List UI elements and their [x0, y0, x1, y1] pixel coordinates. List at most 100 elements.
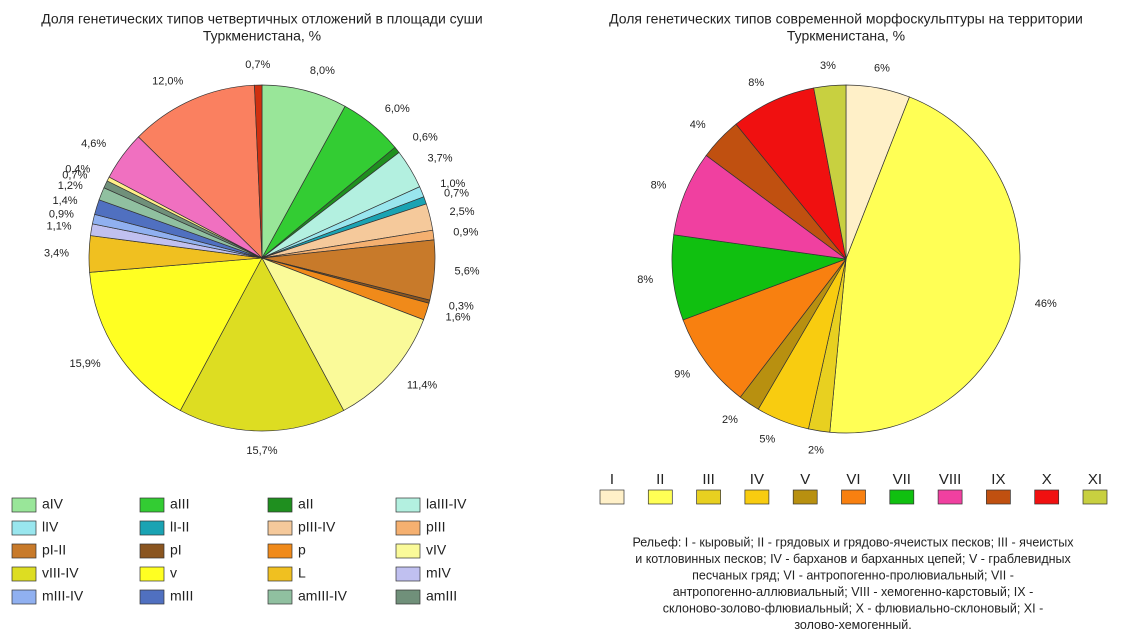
data-label: 0,7% [62, 170, 87, 182]
data-label: 4% [690, 119, 706, 131]
legend-label: pI-II [42, 542, 66, 558]
data-label: 2% [808, 445, 824, 457]
legend-swatch [986, 489, 1011, 505]
legend-label: XI [1088, 471, 1102, 488]
data-label: 6% [874, 62, 890, 74]
legend-label: vIII-IV [42, 565, 79, 581]
data-label: 5,6% [455, 265, 480, 277]
legend-label: VIII [939, 471, 962, 488]
legend-swatch [696, 489, 721, 505]
legend-swatch [1082, 489, 1108, 505]
data-label: 1,0% [440, 178, 465, 190]
legend-swatch [744, 489, 770, 505]
data-label: 8% [651, 179, 667, 191]
pie-slice [137, 84, 263, 259]
data-label: 1,1% [47, 220, 72, 232]
pie-slice [682, 258, 848, 398]
legend-swatch [841, 489, 866, 505]
data-label: 1,4% [52, 195, 77, 207]
legend-label: mIII-IV [42, 588, 84, 604]
legend-swatch [395, 497, 421, 513]
legend-swatch [395, 589, 421, 605]
data-label: 3% [820, 60, 836, 72]
legend-swatch [11, 566, 37, 582]
legend-swatch [889, 489, 915, 505]
legend-label: aIII [170, 496, 189, 512]
legend-label: aII [298, 496, 314, 512]
legend-swatch [267, 497, 293, 513]
legend-swatch [267, 520, 293, 536]
legend-swatch [139, 497, 165, 513]
data-label: 9% [674, 368, 690, 380]
legend-label: I [610, 471, 614, 488]
legend-swatch [11, 543, 37, 559]
legend-swatch [395, 566, 421, 582]
data-label: 8,0% [310, 65, 335, 77]
chart-title: Доля генетических типов четвертичных отл… [41, 11, 482, 27]
data-label: 12,0% [152, 76, 183, 88]
note-line: и котловинных песков; IV - барханов и ба… [635, 552, 1071, 566]
data-label: 2,5% [449, 206, 474, 218]
data-label: 46% [1035, 298, 1057, 310]
data-label: 0,9% [453, 226, 478, 238]
legend-swatch [139, 543, 165, 559]
legend-label: vIV [426, 542, 447, 558]
legend-label: aIV [42, 496, 64, 512]
pie-slice [813, 84, 847, 260]
data-label: 5% [759, 434, 775, 446]
legend-swatch [267, 543, 293, 559]
pie-slice [254, 84, 263, 259]
legend-swatch [267, 566, 293, 582]
legend-label: IV [750, 471, 764, 488]
data-label: 11,4% [407, 379, 438, 391]
note-line: антропогенно-аллювиальный; VIII - хемоге… [673, 585, 1034, 599]
legend-label: VI [846, 471, 860, 488]
legend-swatch [139, 520, 165, 536]
data-label: 0,9% [49, 208, 74, 220]
legend-label: V [800, 471, 810, 488]
legend-swatch [139, 589, 165, 605]
legend-label: VII [893, 471, 911, 488]
data-label: 1,2% [58, 180, 83, 192]
note-line: склоново-золово-флювиальный; X - флювиал… [663, 601, 1043, 615]
legend-label: lI-II [170, 519, 189, 535]
legend-swatch [395, 520, 421, 536]
legend-swatch [11, 497, 37, 513]
note-line: Рельеф: I - кыровый; II - грядовых и гря… [632, 535, 1074, 549]
legend-label: IX [991, 471, 1005, 488]
pie-slice [179, 257, 345, 432]
data-label: 8% [637, 274, 653, 286]
legend-label: III [702, 471, 715, 488]
data-label: 3,7% [428, 153, 453, 165]
pie-slice [89, 257, 263, 411]
legend-label: p [298, 542, 306, 558]
chart-title: Туркменистана, % [787, 28, 905, 44]
legend-swatch [267, 589, 293, 605]
legend-label: laIII-IV [426, 496, 467, 512]
legend-swatch [11, 589, 37, 605]
data-label: 8% [748, 77, 764, 89]
legend-swatch [1034, 489, 1060, 505]
data-label: 0,6% [413, 131, 438, 143]
data-label: 0,7% [444, 188, 469, 200]
data-label: 1,6% [446, 312, 471, 324]
data-label: 0,3% [449, 301, 474, 313]
legend-label: v [170, 565, 177, 581]
pie-slice [261, 257, 425, 411]
legend-swatch [937, 489, 963, 505]
data-label: 6,0% [385, 103, 410, 115]
legend-swatch [599, 489, 625, 505]
legend-label: L [298, 565, 306, 581]
legend-label: X [1042, 471, 1052, 488]
legend-label: amIII [426, 588, 457, 604]
legend-label: lIV [42, 519, 59, 535]
legend-swatch [11, 520, 37, 536]
data-label: 2% [722, 414, 738, 426]
legend-label: mIII [170, 588, 193, 604]
legend-label: amIII-IV [298, 588, 348, 604]
data-label: 15,7% [246, 445, 277, 457]
chart-title: Туркменистана, % [203, 28, 321, 44]
data-label: 0,4% [65, 164, 90, 176]
data-label: 3,4% [44, 247, 69, 259]
